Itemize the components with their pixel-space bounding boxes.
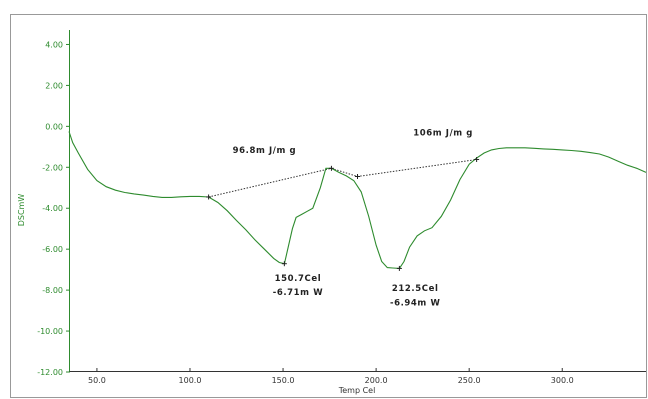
x-tick-label: 200.0 bbox=[365, 376, 388, 385]
chart-border bbox=[10, 14, 647, 398]
data-marker bbox=[474, 157, 480, 163]
y-tick-label: -2.00 bbox=[42, 163, 63, 172]
markers bbox=[206, 157, 480, 271]
peak-baseline bbox=[331, 159, 477, 178]
x-tick-label: 250.0 bbox=[458, 376, 481, 385]
x-ticks: 50.0 100.0 150.0 200.0 250.0 300.0 bbox=[88, 368, 574, 385]
y-tick-label: -6.00 bbox=[42, 245, 63, 254]
y-tick-label: 4.00 bbox=[45, 40, 63, 49]
data-marker bbox=[355, 174, 360, 180]
data-marker bbox=[281, 261, 287, 267]
chart-annotation: -6.94m W bbox=[390, 298, 441, 308]
chart-annotation: -6.71m W bbox=[273, 288, 324, 298]
x-tick-label: 150.0 bbox=[272, 376, 295, 385]
annotations: 96.8m J/m g 106m J/m g 150.7Cel -6.71m W 212… bbox=[233, 129, 473, 309]
y-tick-label: 0.00 bbox=[45, 122, 63, 131]
y-tick-label: -4.00 bbox=[42, 204, 63, 213]
x-tick-label: 100.0 bbox=[179, 376, 202, 385]
chart-annotation: 96.8m J/m g bbox=[233, 146, 297, 156]
y-tick-label: 2.00 bbox=[45, 81, 63, 90]
x-axis-title: Temp Cel bbox=[338, 386, 376, 395]
y-tick-label: -10.00 bbox=[37, 327, 63, 336]
chart-annotation: 212.5Cel bbox=[392, 284, 439, 294]
y-tick-label: -12.00 bbox=[37, 368, 63, 377]
data-marker bbox=[328, 165, 334, 171]
x-tick-label: 50.0 bbox=[88, 376, 106, 385]
dsc-curve bbox=[68, 131, 647, 269]
baselines bbox=[208, 159, 477, 198]
data-marker bbox=[206, 194, 212, 200]
y-axis-title: DSCmW bbox=[17, 194, 26, 227]
y-tick-label: -8.00 bbox=[42, 286, 63, 295]
data-marker bbox=[396, 265, 402, 271]
peak-baseline bbox=[208, 167, 332, 198]
y-ticks: 4.00 2.00 0.00 -2.00 -4.00 -6.00 -8.00 -10.00 -1… bbox=[37, 40, 70, 377]
x-tick-label: 300.0 bbox=[551, 376, 574, 385]
chart-annotation: 150.7Cel bbox=[275, 274, 322, 284]
chart-annotation: 106m J/m g bbox=[413, 129, 473, 139]
